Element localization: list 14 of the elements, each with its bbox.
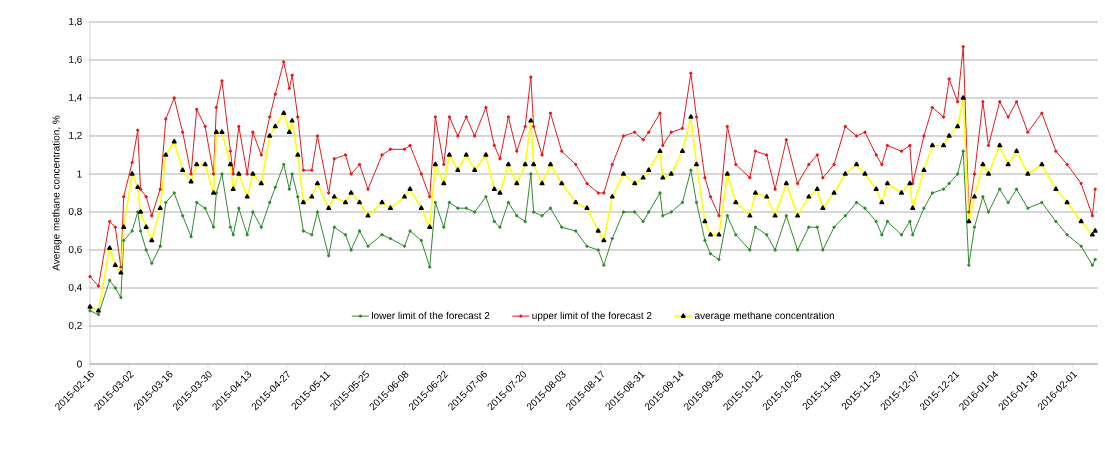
legend-label: lower limit of the forecast 2: [371, 311, 490, 320]
y-tick-label: 1,4: [69, 93, 82, 103]
y-tick-label: 0,2: [68, 321, 82, 331]
y-tick-label: 0,6: [68, 245, 82, 255]
y-tick-label: 1,6: [69, 55, 82, 65]
y-tick-label: 1,8: [69, 17, 82, 27]
y-tick-label: 1: [77, 170, 82, 178]
y-tick-label: 0,8: [68, 207, 82, 217]
y-tick-label: 0: [77, 360, 82, 368]
y-tick-label: 0,4: [68, 283, 82, 293]
legend-label: average methane concentration: [694, 311, 834, 322]
y-tick-label: 1,2: [69, 131, 82, 141]
legend-label: upper limit of the forecast 2: [532, 311, 652, 322]
y-axis-title: Average methane concentration, %: [52, 115, 62, 271]
